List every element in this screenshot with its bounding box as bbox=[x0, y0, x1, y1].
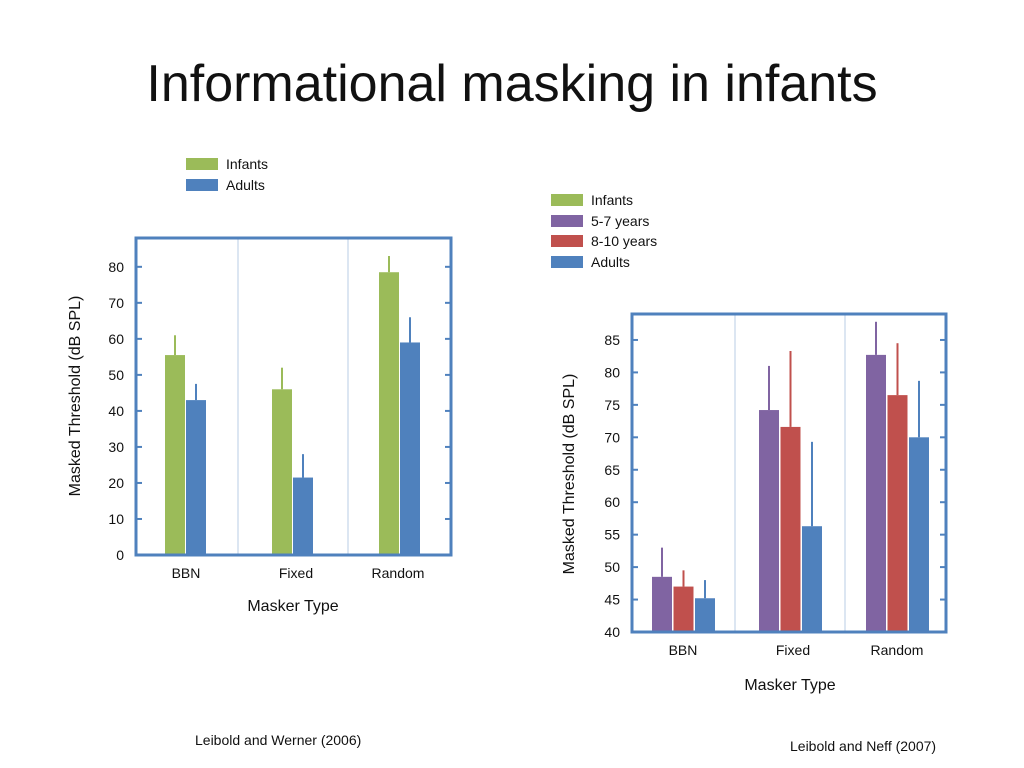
caption-left: Leibold and Werner (2006) bbox=[195, 732, 362, 748]
x-axis-title: Masker Type bbox=[247, 598, 338, 615]
legend-swatch bbox=[551, 255, 583, 268]
y-tick-label: 55 bbox=[604, 527, 620, 543]
bar-adults-bbn bbox=[695, 598, 715, 632]
legend-label: 8-10 years bbox=[591, 233, 658, 250]
legend-swatch bbox=[551, 235, 583, 248]
legend-item: Infants bbox=[186, 154, 268, 175]
legend-swatch bbox=[186, 158, 218, 171]
y-tick-label: 40 bbox=[604, 624, 620, 640]
bar-adults-random bbox=[909, 437, 929, 632]
bar-infants-bbn bbox=[165, 355, 185, 555]
legend-label: Infants bbox=[226, 156, 269, 173]
x-axis-title: Masker Type bbox=[744, 677, 835, 694]
legend-swatch bbox=[551, 194, 583, 207]
y-tick-label: 50 bbox=[604, 559, 620, 575]
y-tick-label: 60 bbox=[604, 494, 620, 510]
bar-8-10-years-bbn bbox=[673, 586, 694, 632]
y-tick-label: 60 bbox=[108, 331, 124, 347]
bar-8-10-years-random bbox=[887, 395, 908, 632]
chart2-legend: Infants 5-7 years 8-10 years Adults bbox=[551, 190, 657, 272]
bar-adults-bbn bbox=[186, 400, 206, 555]
bar-5-7-years-bbn bbox=[652, 576, 672, 632]
slide-title: Informational masking in infants bbox=[146, 55, 878, 113]
legend-item: Adults bbox=[551, 252, 657, 273]
legend-item: 5-7 years bbox=[551, 211, 657, 232]
y-tick-label: 50 bbox=[108, 367, 124, 383]
y-tick-label: 70 bbox=[604, 429, 620, 445]
plot-frame bbox=[630, 312, 948, 634]
bar-adults-random bbox=[400, 342, 420, 555]
y-tick-label: 70 bbox=[108, 295, 124, 311]
legend-item: Adults bbox=[186, 175, 268, 196]
y-tick-label: 85 bbox=[604, 332, 620, 348]
y-tick-label: 0 bbox=[116, 547, 124, 563]
x-tick-label: BBN bbox=[669, 642, 698, 658]
y-tick-label: 75 bbox=[604, 397, 620, 413]
y-tick-label: 80 bbox=[604, 364, 620, 380]
legend-item: 8-10 years bbox=[551, 231, 657, 252]
x-tick-label: Random bbox=[871, 642, 924, 658]
legend-item: Infants bbox=[551, 190, 657, 211]
bar-adults-fixed bbox=[802, 526, 822, 632]
chart-1: 0 10 20 30 40 50 60 70 80 BBN Fixed Random Masker Ty… bbox=[67, 236, 453, 615]
y-axis-title: Masked Threshold (dB SPL) bbox=[67, 296, 84, 497]
y-tick-label: 40 bbox=[108, 403, 124, 419]
x-tick-label: Random bbox=[372, 565, 425, 581]
caption-right: Leibold and Neff (2007) bbox=[790, 738, 937, 754]
legend-label: Infants bbox=[591, 192, 634, 209]
chart-2: 40 45 50 55 60 65 70 75 80 85 BBN Fixed Random Masker… bbox=[561, 312, 948, 694]
bar-5-7-years-random bbox=[866, 354, 886, 632]
legend-label: 5-7 years bbox=[591, 212, 650, 229]
y-tick-label: 10 bbox=[108, 511, 124, 527]
bar-8-10-years-fixed bbox=[780, 426, 801, 632]
y-tick-label: 65 bbox=[604, 462, 620, 478]
bar-infants-fixed bbox=[272, 389, 292, 555]
y-tick-label: 45 bbox=[604, 592, 620, 608]
legend-swatch bbox=[551, 214, 583, 227]
y-tick-label: 20 bbox=[108, 475, 124, 491]
x-tick-label: Fixed bbox=[279, 565, 313, 581]
legend-label: Adults bbox=[226, 176, 265, 193]
legend-swatch bbox=[186, 178, 218, 191]
y-tick-label: 30 bbox=[108, 439, 124, 455]
bar-adults-fixed bbox=[293, 477, 313, 555]
chart1-legend: Infants Adults bbox=[186, 154, 268, 195]
legend-label: Adults bbox=[591, 253, 630, 270]
plot-frame bbox=[134, 236, 453, 557]
y-tick-label: 80 bbox=[108, 259, 124, 275]
y-axis-title: Masked Threshold (dB SPL) bbox=[561, 374, 578, 575]
x-tick-label: Fixed bbox=[776, 642, 810, 658]
bar-5-7-years-fixed bbox=[759, 410, 779, 632]
x-tick-label: BBN bbox=[172, 565, 201, 581]
bar-infants-random bbox=[379, 272, 399, 555]
